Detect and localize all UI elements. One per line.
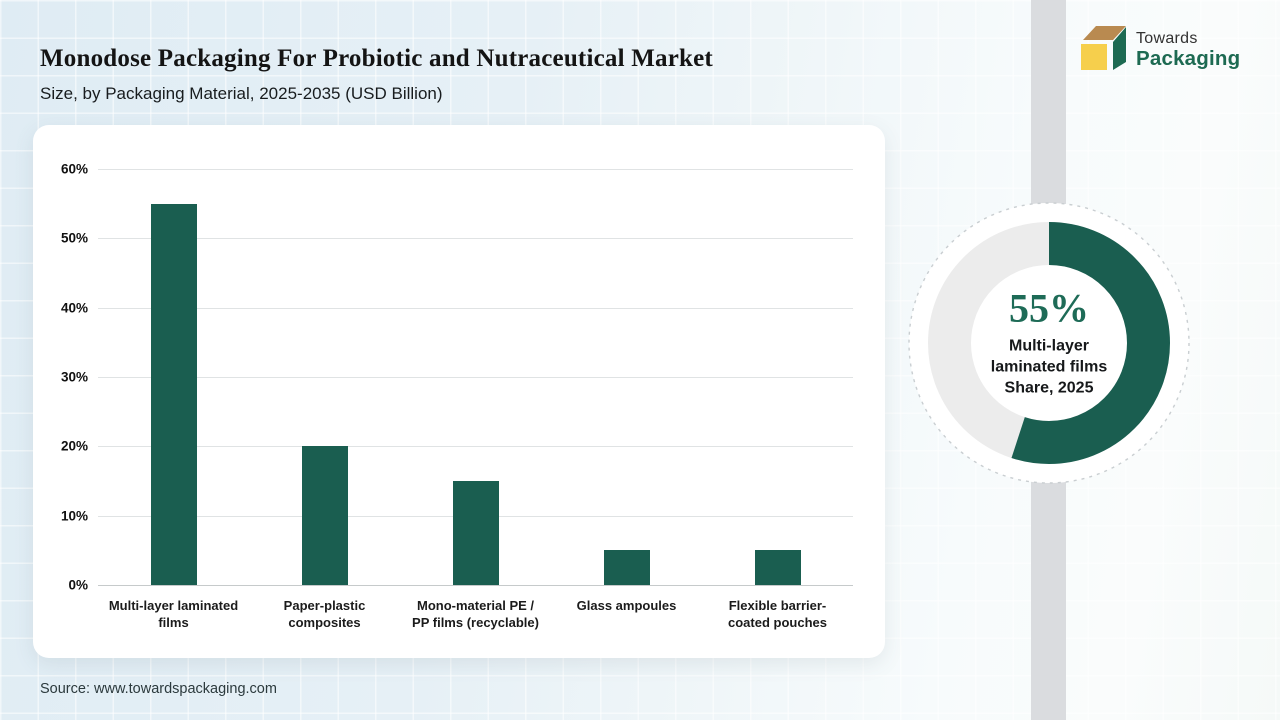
- y-axis-tick-30: 30%: [60, 369, 88, 385]
- y-axis-tick-20: 20%: [60, 438, 88, 454]
- x-axis-label-2: Mono-material PE / PP films (recyclable): [412, 598, 539, 630]
- header: Monodose Packaging For Probiotic and Nut…: [40, 44, 713, 104]
- brand-logo: Towards Packaging: [1081, 24, 1240, 77]
- donut-share-arc: [928, 222, 1170, 464]
- gridline-30: [98, 377, 853, 378]
- y-axis-tick-50: 50%: [60, 230, 88, 246]
- bar-2: [452, 481, 499, 585]
- source-text: Source: www.towardspackaging.com: [40, 681, 277, 697]
- x-axis-label-0: Multi-layer laminated films: [108, 598, 239, 630]
- page-subtitle: Size, by Packaging Material, 2025-2035 (…: [40, 84, 443, 103]
- donut-center-label: 55% Multi-layer laminated films Share, 202…: [954, 285, 1144, 399]
- bar-3: [603, 550, 650, 585]
- brand-name-bottom: Packaging: [1136, 47, 1241, 71]
- y-axis-tick-10: 10%: [60, 508, 88, 524]
- bar-1: [301, 446, 348, 585]
- y-axis-tick-40: 40%: [60, 300, 88, 316]
- brand-logo-text: Towards Packaging: [1136, 30, 1240, 70]
- donut-chart: 55% Multi-layer laminated films Share, 202…: [899, 193, 1199, 493]
- donut-share-value: 55%: [1009, 285, 1089, 331]
- gridline-50: [98, 238, 853, 240]
- box-cube-icon: [1081, 24, 1127, 77]
- x-axis-label-4: Flexible barrier-coated pouches: [728, 598, 827, 630]
- x-axis-label-1: Paper-plastic composites: [283, 598, 366, 630]
- bar-0: [150, 203, 197, 585]
- gridline-40: [98, 307, 853, 309]
- gridline-60: [98, 169, 853, 170]
- gridline-20: [98, 446, 853, 448]
- x-axis-label-3: Glass ampoules: [576, 598, 677, 613]
- bar-chart-card: 60% 50% 40% 30% 20% 10% 0% Multi-layer laminate…: [33, 125, 885, 658]
- donut-share-caption: Multi-layer laminated films Share, 2025: [990, 337, 1108, 397]
- brand-name-top: Towards: [1136, 30, 1198, 48]
- page-title: Monodose Packaging For Probiotic and Nut…: [40, 45, 713, 72]
- y-axis-tick-0: 0%: [68, 577, 88, 593]
- bar-chart-plot-area: 60% 50% 40% 30% 20% 10% 0% Multi-layer laminate…: [61, 162, 853, 630]
- y-axis-tick-60: 60%: [60, 161, 88, 177]
- bar-4: [754, 550, 801, 585]
- gridline-0: [98, 585, 853, 586]
